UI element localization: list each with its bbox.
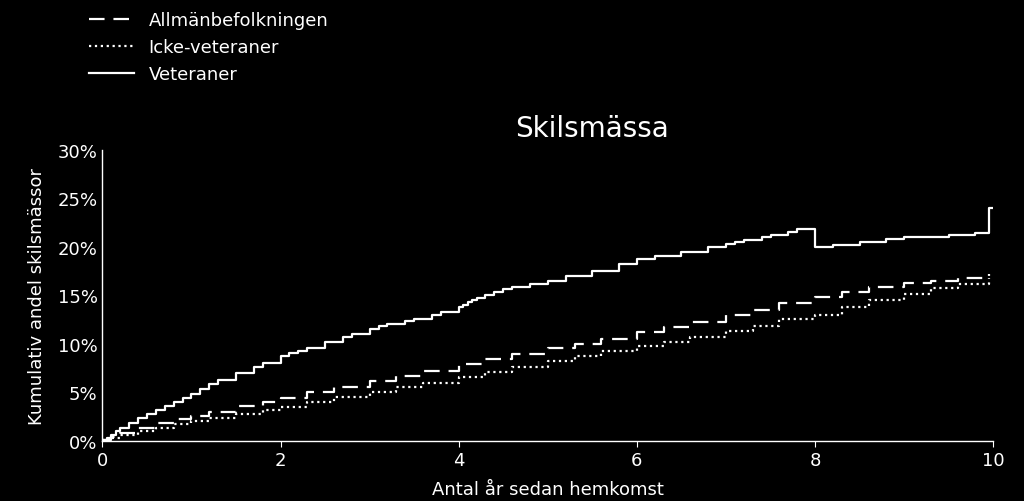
Legend: Allmänbefolkningen, Icke-veteraner, Veteraner: Allmänbefolkningen, Icke-veteraner, Vete… [82, 5, 336, 91]
Title: Skilsmässa: Skilsmässa [515, 115, 670, 142]
Y-axis label: Kumulativ andel skilsmässor: Kumulativ andel skilsmässor [29, 167, 46, 424]
X-axis label: Antal år sedan hemkomst: Antal år sedan hemkomst [432, 480, 664, 498]
